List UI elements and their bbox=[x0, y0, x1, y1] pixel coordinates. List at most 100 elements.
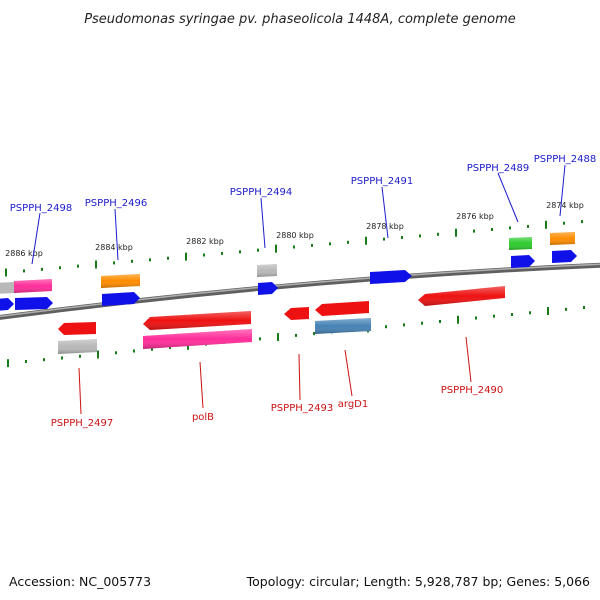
scale-tick-minor bbox=[437, 232, 439, 236]
scale-tick-minor bbox=[383, 237, 385, 241]
label-leaders bbox=[31, 164, 566, 415]
leader-pspph-2490 bbox=[465, 336, 472, 383]
scale-tick-major bbox=[185, 252, 187, 261]
scale-tick-minor bbox=[77, 264, 79, 268]
gene-label-polb[interactable]: polB bbox=[192, 412, 214, 423]
scale-tick-minor bbox=[203, 253, 205, 257]
scale-tick-major bbox=[277, 333, 279, 342]
leader-polb bbox=[199, 361, 204, 409]
gene-features bbox=[0, 232, 577, 354]
scale-tick-minor bbox=[565, 307, 567, 311]
leader-argd1 bbox=[344, 349, 353, 397]
scale-tick-minor bbox=[259, 337, 261, 341]
scale-tick-minor bbox=[79, 354, 81, 358]
scale-tick-minor bbox=[385, 325, 387, 329]
scale-tick-minor bbox=[43, 358, 45, 362]
scale-tick-minor bbox=[313, 332, 315, 336]
scale-tick-minor bbox=[59, 266, 61, 270]
scale-tick-minor bbox=[25, 360, 27, 363]
gene-feature-pspph-2491-gene[interactable] bbox=[370, 270, 412, 284]
scale-tick-major bbox=[275, 244, 277, 253]
gene-feature-left-gray[interactable] bbox=[0, 282, 14, 294]
scale-tick-minor bbox=[563, 221, 565, 225]
scale-label: 2880 kbp bbox=[276, 231, 314, 240]
gene-label-pspph-2491[interactable]: PSPPH_2491 bbox=[351, 176, 413, 187]
map-title: Pseudomonas syringae pv. phaseolicola 14… bbox=[84, 12, 516, 27]
scale-label: 2876 kbp bbox=[456, 212, 494, 221]
leader-pspph-2494 bbox=[260, 197, 266, 249]
scale-tick-minor bbox=[527, 224, 529, 228]
scale-tick-minor bbox=[239, 250, 241, 254]
scale-label: 2884 kbp bbox=[95, 243, 133, 252]
scale-tick-minor bbox=[221, 251, 223, 255]
scale-tick-minor bbox=[167, 256, 169, 260]
leader-pspph-2489 bbox=[497, 172, 519, 223]
scale-tick-minor bbox=[257, 248, 259, 252]
leader-pspph-2497 bbox=[78, 367, 82, 415]
scale-tick-minor bbox=[581, 220, 583, 224]
leader-pspph-2488 bbox=[559, 164, 566, 217]
gene-label-pspph-2498[interactable]: PSPPH_2498 bbox=[10, 203, 72, 214]
gene-feature-pspph-2496-gene[interactable] bbox=[102, 292, 140, 306]
gene-label-pspph-2493[interactable]: PSPPH_2493 bbox=[271, 403, 333, 414]
scale-tick-minor bbox=[401, 236, 403, 239]
scale-tick-major bbox=[365, 236, 367, 245]
gene-feature-argd1-gene[interactable] bbox=[315, 301, 369, 316]
scale-label: 2878 kbp bbox=[366, 222, 404, 231]
gene-feature-pspph-2493-gene[interactable] bbox=[284, 307, 309, 320]
scale-tick-minor bbox=[421, 321, 423, 325]
gene-feature-pspph-2498-gene[interactable] bbox=[15, 297, 53, 310]
genome-backbone-highlight bbox=[0, 263, 600, 318]
scale-tick-major bbox=[545, 220, 547, 229]
gene-feature-left-blue[interactable] bbox=[0, 298, 14, 311]
scale-tick-minor bbox=[491, 228, 493, 231]
gene-label-pspph-2490[interactable]: PSPPH_2490 bbox=[441, 385, 503, 396]
scale-label: 2874 kbp bbox=[546, 201, 584, 210]
gene-feature-pspph-2497-gene[interactable] bbox=[58, 322, 96, 335]
scale-tick-minor bbox=[295, 333, 297, 337]
gene-label-pspph-2488[interactable]: PSPPH_2488 bbox=[534, 154, 596, 165]
leader-pspph-2491 bbox=[381, 186, 389, 239]
gene-label-argd1[interactable]: argD1 bbox=[338, 399, 368, 410]
scale-tick-minor bbox=[131, 259, 133, 263]
genome-backbone bbox=[0, 262, 600, 320]
scale-tick-minor bbox=[473, 229, 475, 233]
scale-tick-minor bbox=[475, 316, 477, 320]
scale-tick-minor bbox=[151, 347, 153, 351]
gene-label-pspph-2496[interactable]: PSPPH_2496 bbox=[85, 198, 147, 209]
scale-tick-minor bbox=[113, 261, 115, 265]
scale-tick-minor bbox=[311, 243, 313, 247]
gene-feature-pspph-2488-gene[interactable] bbox=[552, 250, 577, 263]
scale-tick-major bbox=[455, 228, 457, 237]
scale-tick-major bbox=[7, 359, 9, 368]
scale-labels: 2886 kbp 2884 kbp 2882 kbp 2880 kbp 2878… bbox=[5, 201, 584, 258]
scale-tick-major bbox=[5, 268, 7, 277]
scale-tick-major bbox=[547, 307, 549, 315]
scale-tick-major bbox=[97, 350, 99, 359]
scale-tick-major bbox=[95, 260, 97, 269]
scale-tick-minor bbox=[583, 306, 585, 309]
scale-tick-minor bbox=[493, 314, 495, 318]
gene-label-pspph-2497[interactable]: PSPPH_2497 bbox=[51, 418, 113, 429]
scale-tick-minor bbox=[169, 346, 171, 350]
gene-feature-pspph-2489-gene[interactable] bbox=[511, 255, 535, 268]
scale-tick-minor bbox=[133, 349, 135, 353]
scale-label: 2882 kbp bbox=[186, 237, 224, 246]
feature-shading bbox=[14, 232, 575, 354]
gene-label-pspph-2494[interactable]: PSPPH_2494 bbox=[230, 187, 292, 198]
scale-tick-minor bbox=[329, 242, 331, 246]
scale-tick-minor bbox=[293, 245, 295, 249]
scale-tick-minor bbox=[41, 267, 43, 271]
scale-tick-minor bbox=[61, 356, 63, 360]
scale-tick-minor bbox=[419, 234, 421, 238]
accession-text: Accession: NC_005773 bbox=[9, 574, 151, 589]
scale-tick-minor bbox=[347, 240, 349, 244]
scale-tick-minor bbox=[149, 258, 151, 262]
gene-feature-pspph-2494-gene[interactable] bbox=[258, 282, 278, 295]
gene-label-pspph-2489[interactable]: PSPPH_2489 bbox=[467, 163, 529, 174]
topology-text: Topology: circular; Length: 5,928,787 bp… bbox=[246, 574, 590, 589]
scale-tick-minor bbox=[403, 323, 405, 327]
scale-tick-minor bbox=[529, 311, 531, 315]
leader-pspph-2498 bbox=[31, 212, 41, 265]
scale-tick-minor bbox=[115, 351, 117, 355]
